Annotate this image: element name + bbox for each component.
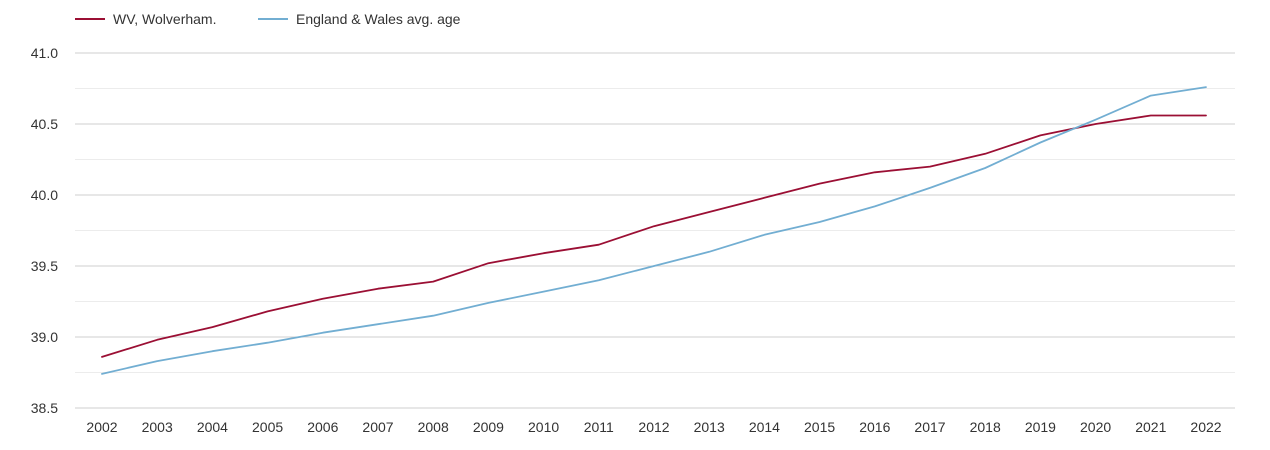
legend: WV, Wolverham. England & Wales avg. age <box>75 11 461 27</box>
y-tick-label: 38.5 <box>31 400 58 416</box>
x-tick-label: 2016 <box>859 419 890 435</box>
y-axis: 38.5 39.0 39.5 40.0 40.5 41.0 <box>31 45 58 416</box>
x-tick-label: 2008 <box>418 419 449 435</box>
grid <box>75 52 1235 409</box>
y-tick-label: 39.0 <box>31 329 58 345</box>
series-line-2 <box>101 86 1207 375</box>
x-tick-label: 2005 <box>252 419 283 435</box>
legend-label: WV, Wolverham. <box>113 11 216 27</box>
x-tick-label: 2010 <box>528 419 559 435</box>
x-tick-label: 2004 <box>197 419 228 435</box>
x-tick-label: 2003 <box>142 419 173 435</box>
x-tick-label: 2011 <box>584 419 614 435</box>
x-tick-label: 2017 <box>914 419 945 435</box>
x-tick-label: 2006 <box>307 419 338 435</box>
x-tick-label: 2007 <box>362 419 393 435</box>
x-tick-label: 2021 <box>1135 419 1166 435</box>
x-tick-label: 2014 <box>749 419 780 435</box>
x-tick-label: 2018 <box>970 419 1001 435</box>
x-tick-label: 2002 <box>86 419 117 435</box>
legend-label: England & Wales avg. age <box>296 11 461 27</box>
x-axis: 2002 2003 2004 2005 2006 2007 2008 2009 2010 2011… <box>86 419 1221 435</box>
y-tick-label: 40.0 <box>31 187 58 203</box>
y-tick-label: 41.0 <box>31 45 58 61</box>
x-tick-label: 2012 <box>638 419 669 435</box>
x-tick-label: 2013 <box>694 419 725 435</box>
x-tick-label: 2022 <box>1190 419 1221 435</box>
x-tick-label: 2009 <box>473 419 504 435</box>
x-tick-label: 2020 <box>1080 419 1111 435</box>
x-tick-label: 2015 <box>804 419 835 435</box>
y-tick-label: 40.5 <box>31 116 58 132</box>
series-lines <box>101 86 1207 375</box>
series-line-1 <box>101 114 1207 358</box>
x-tick-label: 2019 <box>1025 419 1056 435</box>
y-tick-label: 39.5 <box>31 258 58 274</box>
